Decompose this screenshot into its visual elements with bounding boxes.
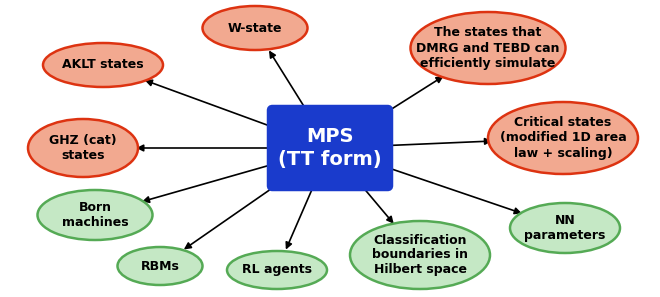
Ellipse shape: [488, 102, 638, 174]
Ellipse shape: [203, 6, 308, 50]
Ellipse shape: [350, 221, 490, 289]
Text: MPS
(TT form): MPS (TT form): [278, 127, 382, 168]
Text: W-state: W-state: [228, 21, 282, 34]
Text: GHZ (cat)
states: GHZ (cat) states: [50, 134, 117, 162]
Text: NN
parameters: NN parameters: [524, 214, 606, 242]
Text: Born
machines: Born machines: [61, 201, 128, 229]
Ellipse shape: [38, 190, 152, 240]
Ellipse shape: [117, 247, 203, 285]
Ellipse shape: [227, 251, 327, 289]
Text: RL agents: RL agents: [242, 263, 312, 277]
Text: AKLT states: AKLT states: [62, 59, 144, 72]
Text: Classification
boundaries in
Hilbert space: Classification boundaries in Hilbert spa…: [372, 233, 468, 277]
Ellipse shape: [43, 43, 163, 87]
Ellipse shape: [510, 203, 620, 253]
Text: The states that
DMRG and TEBD can
efficiently simulate: The states that DMRG and TEBD can effici…: [416, 26, 560, 69]
Text: RBMs: RBMs: [141, 260, 180, 273]
FancyBboxPatch shape: [269, 107, 391, 189]
Text: Critical states
(modified 1D area
law + scaling): Critical states (modified 1D area law + …: [500, 116, 626, 159]
Ellipse shape: [28, 119, 138, 177]
Ellipse shape: [411, 12, 566, 84]
